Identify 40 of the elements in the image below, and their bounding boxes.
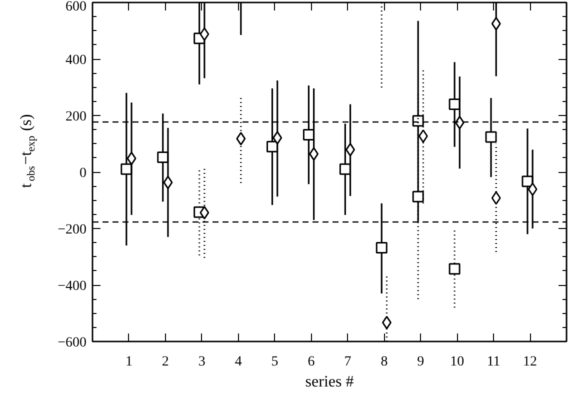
point <box>448 263 460 275</box>
point <box>272 131 282 145</box>
point <box>346 142 356 156</box>
x-tick-label: 10 <box>450 354 464 370</box>
x-tick-label: 9 <box>417 354 424 370</box>
x-tick-label: 5 <box>271 354 278 370</box>
point <box>454 116 464 130</box>
point <box>412 190 424 202</box>
point <box>376 242 388 254</box>
point <box>412 115 424 127</box>
point <box>491 191 501 205</box>
x-tick-label: 8 <box>380 354 388 370</box>
point <box>418 129 428 143</box>
point <box>200 27 210 41</box>
x-tick-label: 1 <box>125 354 132 370</box>
y-tick-label: −400 <box>58 279 87 294</box>
y-tick-label: 600 <box>66 0 86 14</box>
point <box>382 316 392 330</box>
x-tick-label: 12 <box>523 354 538 370</box>
y-tick-label: 0 <box>80 166 86 181</box>
point <box>528 182 538 196</box>
point <box>126 152 136 166</box>
x-tick-label: 2 <box>162 354 169 370</box>
point <box>163 176 173 190</box>
y-axis-title: tobs−texp (s) <box>18 114 38 188</box>
point <box>485 131 497 143</box>
x-tick-label: 3 <box>198 354 206 370</box>
point <box>200 206 210 220</box>
x-axis-title: series # <box>305 374 354 390</box>
x-tick-label: 4 <box>234 354 242 370</box>
point <box>236 132 246 146</box>
point <box>491 16 501 30</box>
y-tick-label: 400 <box>66 53 86 68</box>
y-tick-label: 200 <box>66 110 86 124</box>
x-tick-label: 7 <box>344 354 352 370</box>
point <box>309 147 319 161</box>
x-tick-label: 6 <box>308 354 315 370</box>
x-tick-label: 11 <box>486 354 500 370</box>
y-tick-label: −200 <box>58 222 87 238</box>
y-tick-label: −600 <box>58 336 87 350</box>
